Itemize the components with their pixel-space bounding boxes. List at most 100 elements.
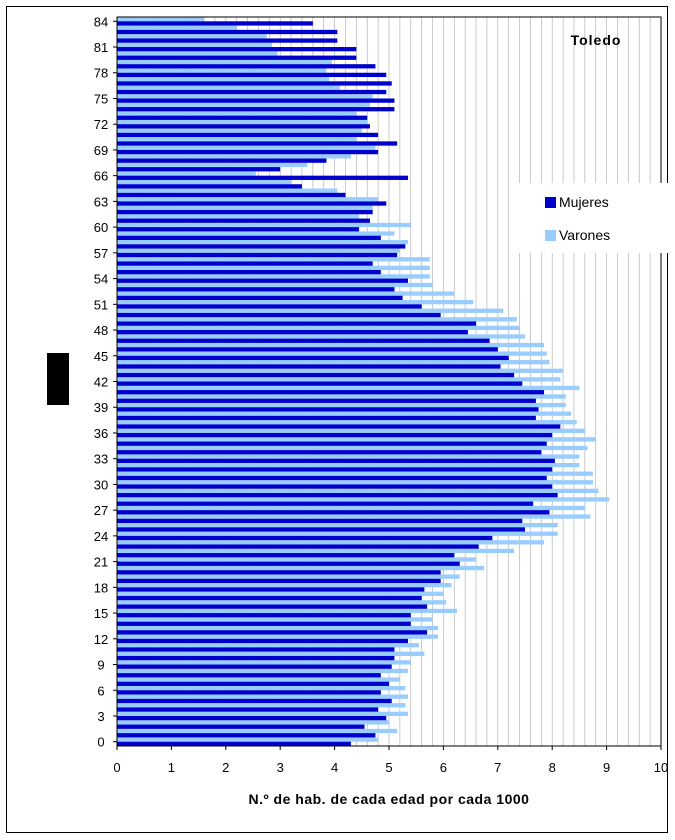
bar-varones (117, 454, 580, 459)
bar-mujeres (117, 270, 381, 275)
bar-mujeres (117, 98, 395, 103)
bar-varones (117, 51, 278, 56)
bar-mujeres (117, 21, 313, 26)
bar-varones (117, 248, 400, 253)
bar-varones (117, 488, 599, 493)
bar-varones (117, 591, 444, 596)
bar-varones (117, 68, 327, 73)
x-tick-label: 0 (113, 760, 120, 775)
bar-varones (117, 437, 596, 442)
bar-varones (117, 334, 525, 339)
bar-varones (117, 660, 411, 665)
bar-varones (117, 471, 593, 476)
bar-varones (117, 145, 376, 150)
bar-varones (117, 600, 447, 605)
bar-mujeres (117, 407, 539, 412)
bar-mujeres (117, 553, 455, 558)
bar-varones (117, 265, 430, 271)
legend-label-varones: Varones (559, 227, 610, 243)
bar-varones (117, 728, 398, 734)
bar-mujeres (117, 330, 468, 335)
x-tick-label: 7 (494, 760, 501, 775)
y-tick-label: 72 (94, 117, 108, 132)
bar-mujeres (117, 527, 525, 532)
bar-varones (117, 34, 267, 39)
bar-varones (117, 17, 205, 22)
bar-varones (117, 360, 550, 365)
bar-varones (117, 617, 433, 622)
y-tick-label: 3 (97, 709, 104, 724)
bar-mujeres (117, 141, 398, 146)
bar-varones (117, 523, 558, 528)
bar-varones (117, 565, 485, 571)
bar-varones (117, 342, 545, 348)
y-tick-label: 12 (94, 632, 108, 647)
bar-varones (117, 497, 610, 502)
y-tick-label: 54 (94, 272, 108, 287)
bar-mujeres (117, 364, 501, 369)
bar-varones (117, 179, 292, 185)
bar-mujeres (117, 501, 534, 506)
legend-swatch-varones (545, 230, 556, 241)
bar-varones (117, 351, 547, 356)
bar-mujeres (117, 535, 493, 541)
bar-mujeres (117, 115, 368, 120)
bar-mujeres (117, 664, 392, 669)
y-tick-label: 33 (94, 452, 108, 467)
legend-swatch-mujeres (545, 197, 556, 208)
side-marker-block (47, 353, 69, 405)
bar-mujeres (117, 707, 379, 712)
bar-mujeres (117, 432, 553, 438)
y-tick-label: 48 (94, 323, 108, 338)
bar-mujeres (117, 347, 498, 352)
bar-mujeres (117, 655, 395, 661)
bar-varones (117, 634, 438, 639)
bar-mujeres (117, 578, 441, 584)
bar-mujeres (117, 690, 381, 695)
bar-varones (117, 205, 373, 210)
bar-mujeres (117, 55, 357, 60)
y-tick-label: 63 (94, 194, 108, 209)
bar-mujeres (117, 570, 441, 575)
bar-varones (117, 171, 256, 176)
bar-mujeres (117, 467, 553, 472)
y-axis-ticks: 0369121518212427303336394245485154576063… (94, 14, 117, 750)
bar-mujeres (117, 561, 460, 566)
x-axis-ticks: 0 1 2 3 4 5 6 7 8 9 10 (113, 746, 668, 775)
bar-varones (117, 548, 515, 554)
y-tick-label: 45 (94, 349, 108, 364)
bar-mujeres (117, 218, 370, 223)
bar-mujeres (117, 475, 547, 481)
y-tick-label: 78 (94, 66, 108, 81)
bar-mujeres (117, 613, 411, 618)
y-tick-label: 57 (94, 246, 108, 261)
bar-varones (117, 694, 409, 699)
bar-varones (117, 402, 566, 408)
bar-mujeres (117, 518, 523, 524)
bar-mujeres (117, 89, 387, 95)
bar-mujeres (117, 38, 338, 43)
bar-varones (117, 428, 585, 433)
bar-varones (117, 239, 409, 245)
bar-varones (117, 291, 455, 296)
legend-label-mujeres: Mujeres (559, 194, 609, 210)
bar-mujeres (117, 227, 360, 232)
bar-varones (117, 651, 425, 656)
bar-varones (117, 128, 362, 133)
bar-varones (117, 462, 580, 468)
varones-bars (117, 17, 610, 742)
bar-varones (117, 197, 379, 202)
y-tick-label: 42 (94, 375, 108, 390)
bar-mujeres (117, 64, 376, 69)
bar-mujeres (117, 295, 403, 301)
y-tick-label: 15 (94, 606, 108, 621)
x-axis-label: N.º de hab. de cada edad por cada 1000 (249, 791, 530, 807)
bar-varones (117, 257, 430, 262)
bar-mujeres (117, 175, 409, 180)
bar-varones (117, 737, 379, 742)
bar-varones (117, 445, 588, 451)
bar-mujeres (117, 595, 422, 601)
x-tick-label: 9 (603, 760, 610, 775)
bar-varones (117, 385, 580, 391)
bar-mujeres (117, 81, 392, 86)
